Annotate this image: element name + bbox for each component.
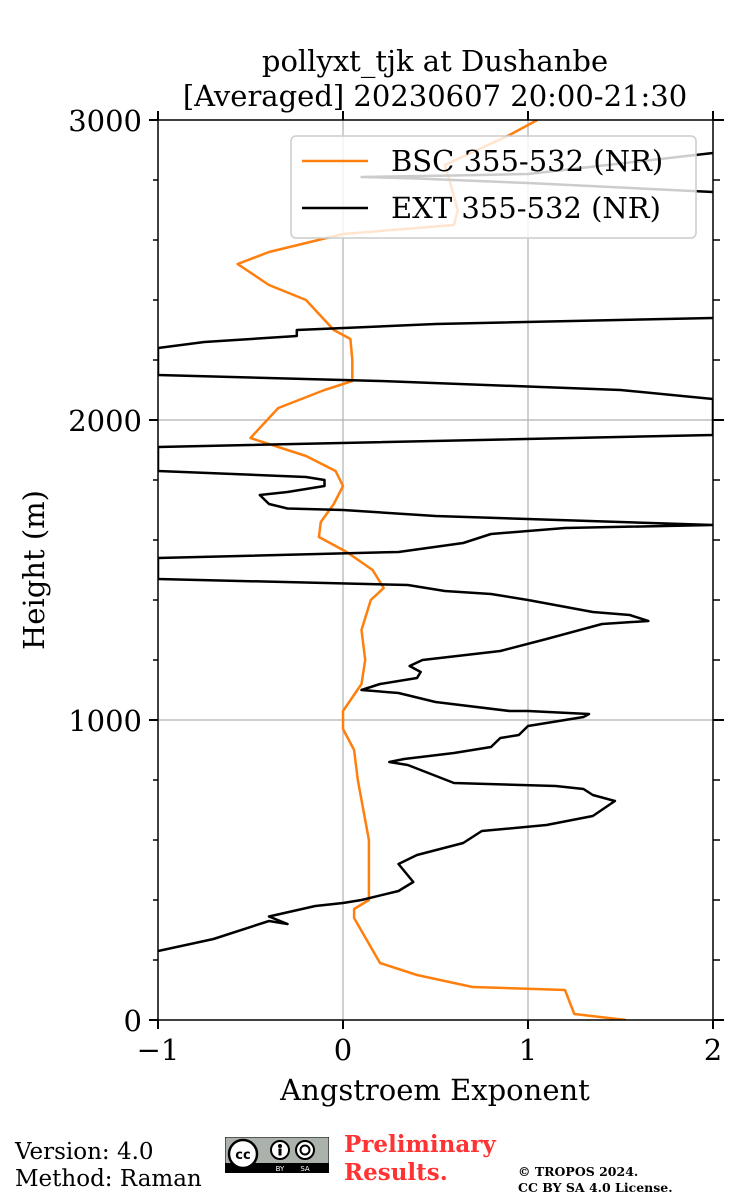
series-line-0 — [236, 120, 627, 1020]
y-tick-label: 0 — [124, 1004, 142, 1038]
cc-text: cc — [235, 1148, 250, 1163]
legend-box — [290, 135, 697, 239]
x-axis-label: Angstroem Exponent — [279, 1073, 590, 1107]
chart-title-line2: [Averaged] 20230607 20:00-21:30 — [183, 79, 687, 113]
method-text: Method: Raman — [15, 1166, 202, 1192]
x-tick-label: 0 — [334, 1033, 352, 1067]
legend: BSC 355-532 (NR) EXT 355-532 (NR) — [290, 135, 697, 239]
legend-label-ext: EXT 355-532 (NR) — [391, 191, 661, 225]
x-tick-label: 1 — [519, 1033, 537, 1067]
plot-frame — [157, 119, 714, 1021]
y-axis-label: Height (m) — [17, 490, 51, 650]
x-tick-label: 2 — [704, 1033, 722, 1067]
x-tick-label: −1 — [137, 1033, 180, 1067]
y-tick-label: 3000 — [68, 104, 142, 138]
y-tick-label: 2000 — [68, 404, 142, 438]
chart-title-line1: pollyxt_tjk at Dushanbe — [262, 44, 608, 79]
preliminary-label: Preliminary — [344, 1131, 496, 1158]
copyright-line1: © TROPOS 2024. — [518, 1164, 639, 1179]
copyright-line2: CC BY SA 4.0 License. — [518, 1180, 673, 1195]
grid-lines — [158, 120, 713, 1020]
version-text: Version: 4.0 — [15, 1139, 154, 1165]
profile-chart: pollyxt_tjk at Dushanbe [Averaged] 20230… — [17, 44, 724, 1107]
series-line-1 — [158, 316, 713, 953]
legend-label-bsc: BSC 355-532 (NR) — [391, 144, 663, 178]
cc-by-sa-icon: cc BY SA — [225, 1137, 329, 1173]
cc-sa-text: SA — [300, 1165, 310, 1173]
results-label: Results. — [344, 1159, 448, 1186]
y-tick-label: 1000 — [68, 704, 142, 738]
series-layer — [158, 120, 713, 1020]
cc-by-text: BY — [276, 1165, 285, 1173]
